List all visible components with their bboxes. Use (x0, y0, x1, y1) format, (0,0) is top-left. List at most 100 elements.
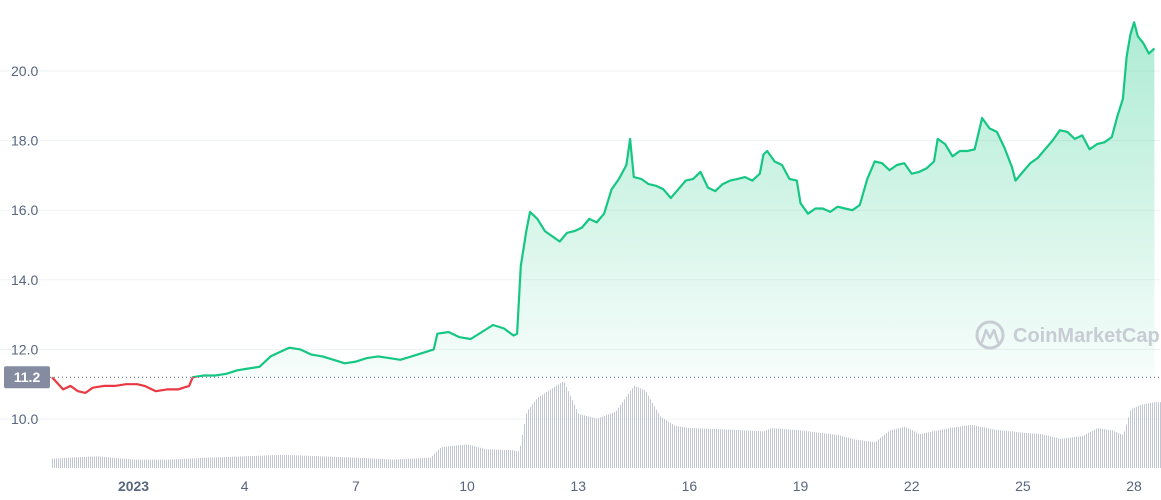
reference-price-box (4, 366, 50, 389)
volume-bar (798, 430, 799, 468)
volume-bar (1038, 433, 1039, 468)
volume-bar (1046, 435, 1047, 468)
volume-bar (1122, 434, 1123, 468)
volume-bar (532, 404, 533, 468)
x-axis-ticks: 2023 4 7 10 13 16 19 22 25 28 (118, 478, 1142, 494)
volume-bar (1062, 438, 1063, 468)
volume-bar (322, 456, 323, 468)
volume-bar (566, 386, 567, 468)
x-tick-label: 13 (570, 478, 586, 494)
volume-bar (782, 428, 783, 468)
volume-bar (82, 457, 83, 468)
volume-bar (386, 459, 387, 468)
volume-bar (274, 455, 275, 468)
volume-bar (780, 428, 781, 468)
volume-bar (294, 455, 295, 468)
volume-bar (430, 457, 431, 468)
volume-bar (404, 458, 405, 468)
volume-bar (676, 425, 677, 468)
volume-bar (682, 426, 683, 468)
volume-bar (540, 395, 541, 468)
volume-bar (1124, 431, 1125, 468)
volume-bar (1154, 402, 1155, 468)
volume-bar (548, 390, 549, 468)
volume-bar (146, 459, 147, 468)
volume-bar (52, 458, 53, 468)
x-tick-label: 7 (352, 478, 360, 494)
volume-bar (150, 459, 151, 468)
volume-bar (490, 449, 491, 468)
volume-bar (332, 456, 333, 468)
volume-bar (670, 422, 671, 468)
volume-bar (932, 431, 933, 468)
volume-bar (884, 434, 885, 468)
volume-bar (434, 453, 435, 468)
volume-bar (1142, 404, 1143, 468)
coinmarketcap-logo-icon (975, 320, 1005, 350)
volume-bar (474, 446, 475, 468)
volume-bar (662, 417, 663, 468)
volume-bar (1146, 403, 1147, 468)
volume-bar (940, 429, 941, 468)
volume-bar (886, 433, 887, 468)
volume-bar (526, 413, 527, 468)
volume-bar (568, 391, 569, 468)
volume-bar (510, 450, 511, 468)
volume-bar (304, 455, 305, 468)
volume-bar (156, 459, 157, 468)
volume-bar (120, 458, 121, 468)
volume-bar (860, 440, 861, 468)
volume-bar (590, 416, 591, 468)
volume-bar (616, 410, 617, 468)
volume-bar (382, 458, 383, 468)
y-tick-label: 10.0 (11, 411, 38, 427)
volume-bar (66, 457, 67, 468)
volume-bar (406, 458, 407, 468)
volume-bar (188, 458, 189, 468)
volume-bar (472, 445, 473, 468)
volume-bar (654, 406, 655, 468)
volume-bar (334, 456, 335, 468)
volume-bar (458, 445, 459, 468)
volume-bar (118, 458, 119, 468)
volume-bar (124, 458, 125, 468)
volume-bar (694, 428, 695, 468)
volume-bar (246, 456, 247, 468)
volume-bar (982, 427, 983, 468)
volume-bar (192, 458, 193, 468)
volume-bar (664, 419, 665, 468)
volume-bar (408, 458, 409, 468)
volume-bar (360, 457, 361, 468)
volume-bar (194, 458, 195, 468)
volume-bar (1074, 437, 1075, 468)
volume-bar (450, 446, 451, 468)
volume-bar (774, 428, 775, 468)
volume-bar (580, 414, 581, 468)
volume-bar (1112, 430, 1113, 468)
volume-bar (762, 431, 763, 468)
volume-bar (922, 433, 923, 468)
volume-bar (312, 455, 313, 468)
volume-bar (362, 457, 363, 468)
volume-bar (288, 455, 289, 468)
volume-bar (94, 456, 95, 468)
volume-bar (504, 449, 505, 468)
volume-bar (88, 456, 89, 468)
volume-bar (56, 458, 57, 468)
volume-bar (78, 457, 79, 468)
volume-bar (1006, 430, 1007, 468)
volume-bar (216, 457, 217, 468)
volume-bar (456, 445, 457, 468)
volume-bar (702, 428, 703, 468)
volume-bar (114, 457, 115, 468)
volume-bar (1044, 434, 1045, 468)
volume-bar (964, 425, 965, 468)
volume-bar (1042, 434, 1043, 468)
volume-bar (336, 456, 337, 468)
volume-bar (452, 445, 453, 468)
volume-bar (182, 458, 183, 468)
volume-bar (898, 428, 899, 468)
volume-bar (708, 428, 709, 468)
volume-bar (354, 457, 355, 468)
volume-bar (72, 457, 73, 468)
